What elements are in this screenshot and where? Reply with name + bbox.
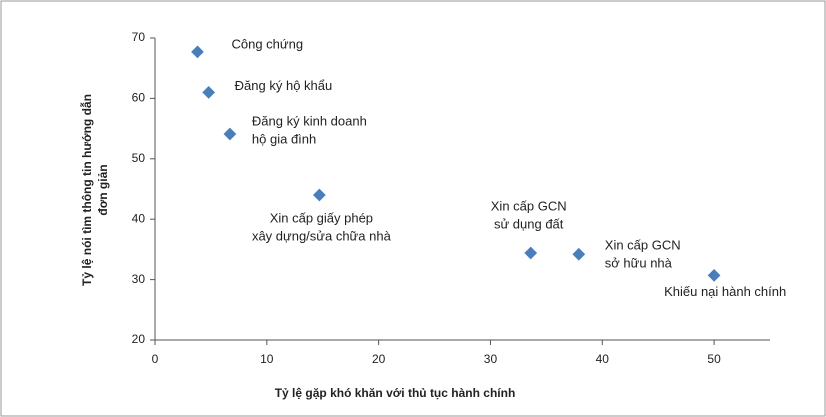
y-tick-label: 70 <box>132 30 146 44</box>
point <box>191 45 204 59</box>
point-label: Xin cấp GCN <box>491 198 567 213</box>
point <box>202 85 216 99</box>
point-label: hộ gia đình <box>252 131 316 146</box>
y-tick-label: 40 <box>132 211 146 225</box>
y-tick-label: 50 <box>132 151 146 165</box>
point <box>223 127 237 141</box>
x-tick-label: 50 <box>707 352 721 366</box>
x-axis-title: Tỷ lệ gặp khó khăn với thủ tục hành chín… <box>275 386 516 400</box>
point-label: sở hữu nhà <box>605 256 673 271</box>
x-tick-label: 40 <box>596 352 610 366</box>
x-tick-label: 0 <box>152 352 159 366</box>
point-label: xây dựng/sửa chữa nhà <box>252 228 392 243</box>
y-tick-label: 30 <box>132 272 146 286</box>
point-label: Khiếu nại hành chính <box>664 284 786 299</box>
point-label: Xin cấp giấy phép <box>270 210 373 225</box>
x-tick-label: 30 <box>484 352 498 366</box>
point-label: Đăng ký kinh doanh <box>252 113 367 128</box>
x-tick-label: 10 <box>260 352 274 366</box>
point <box>313 188 326 202</box>
point-label: Xin cấp GCN <box>605 238 681 253</box>
y-tick-label: 60 <box>132 91 146 105</box>
point-label: Đăng ký hộ khẩu <box>235 78 333 93</box>
y-tick-label: 20 <box>132 332 146 346</box>
point-label: sử dụng đất <box>494 216 564 231</box>
y-axis-title: Tỷ lệ nói tìm thông tin hướng dẫn <box>79 94 94 286</box>
y-axis-title: đơn giản <box>96 164 110 215</box>
point-label: Công chứng <box>231 36 303 51</box>
x-tick-label: 20 <box>372 352 386 366</box>
